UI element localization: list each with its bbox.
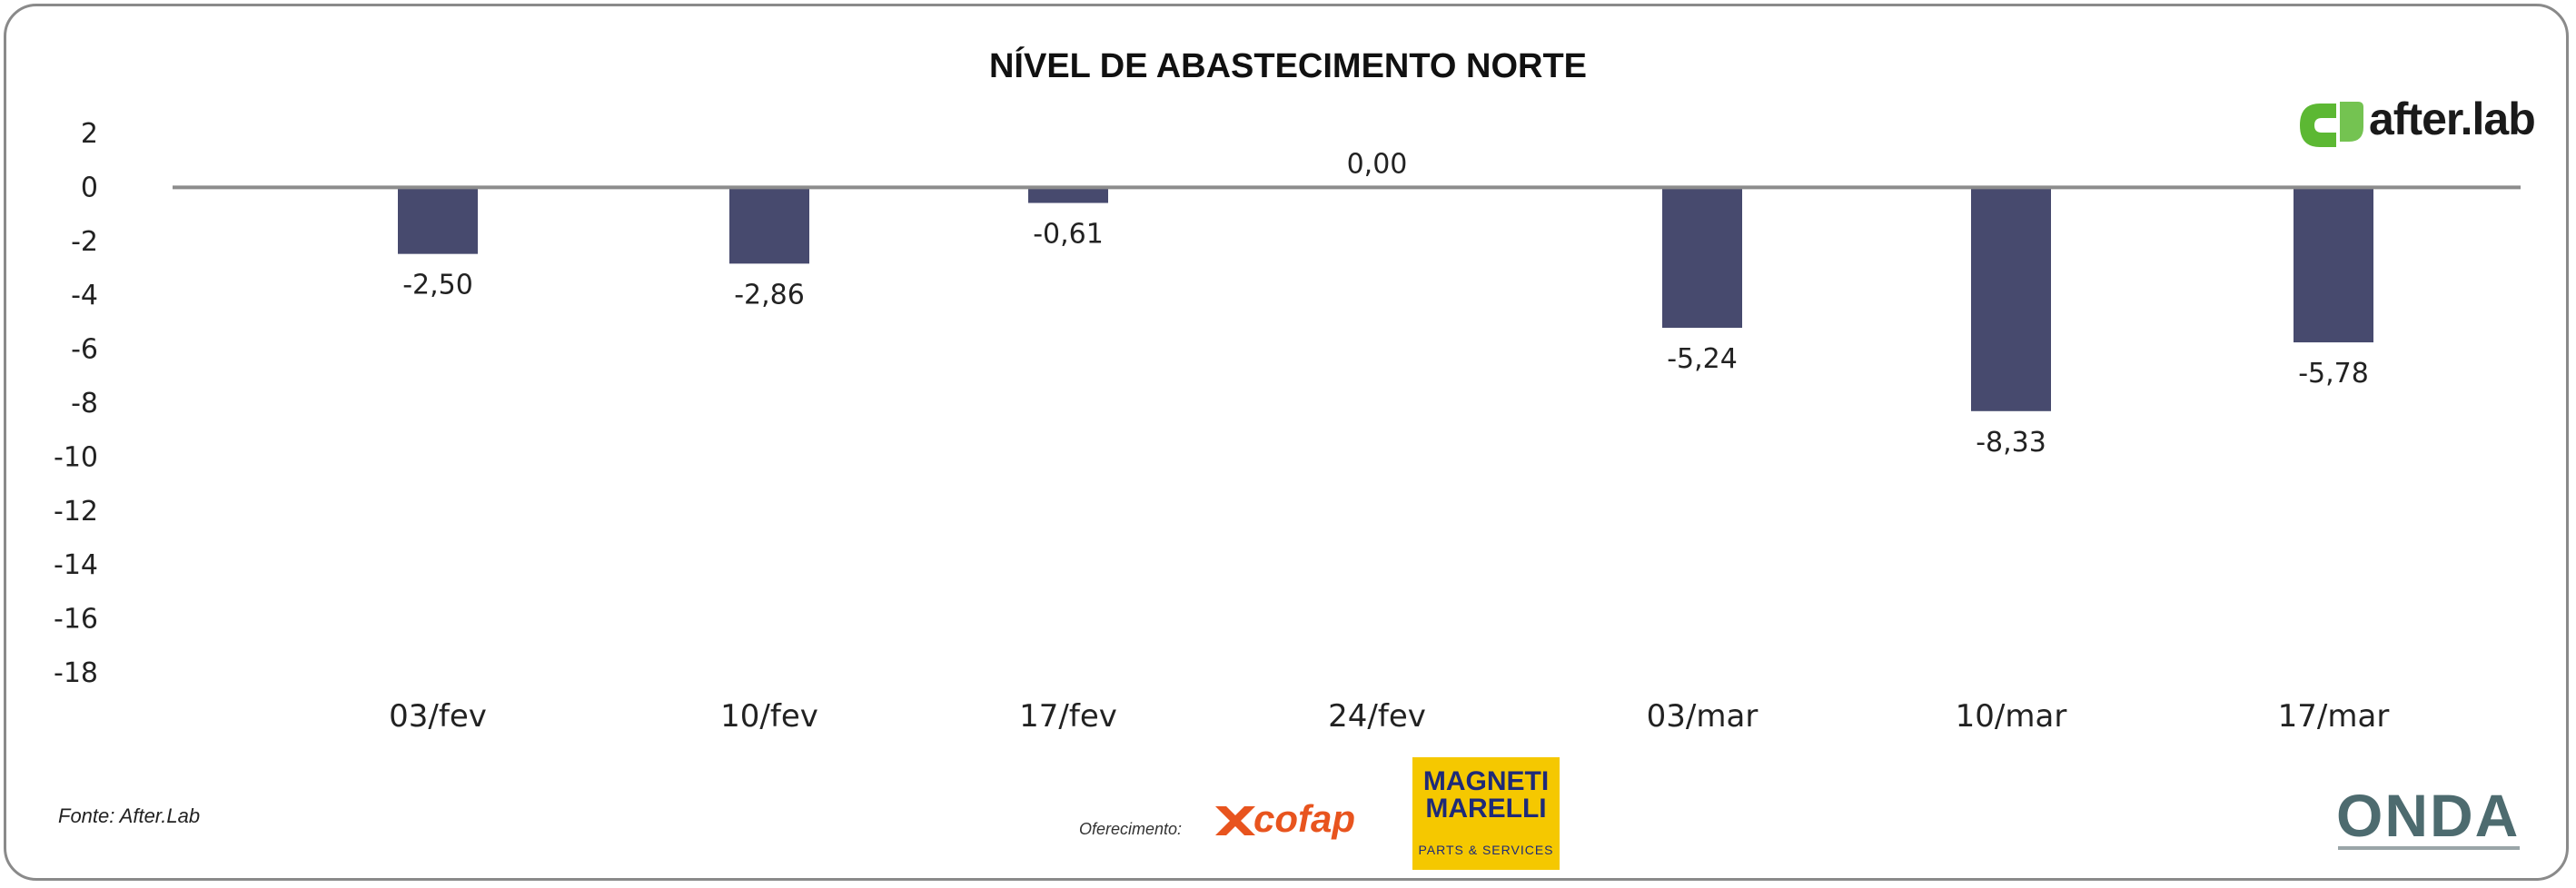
y-tick-label: 0 bbox=[81, 172, 98, 203]
y-tick-label: -14 bbox=[54, 549, 98, 581]
data-label: -2,86 bbox=[734, 279, 805, 311]
x-tick-label: 10/mar bbox=[1956, 698, 2067, 735]
x-tick-label: 03/fev bbox=[389, 698, 487, 735]
bar-03/fev bbox=[398, 187, 478, 254]
chart-frame bbox=[4, 4, 2569, 881]
y-tick-label: -18 bbox=[54, 657, 98, 689]
bar-17/mar bbox=[2294, 187, 2373, 343]
x-tick-label: 10/fev bbox=[720, 698, 818, 735]
y-tick-label: -12 bbox=[54, 496, 98, 528]
y-tick-label: -16 bbox=[54, 604, 98, 636]
x-tick-label: 17/mar bbox=[2278, 698, 2390, 735]
magneti-marelli-logo bbox=[1412, 757, 1560, 870]
sponsor-label: Oferecimento: bbox=[1079, 820, 1183, 838]
data-label: 0,00 bbox=[1347, 148, 1408, 180]
y-tick-label: -10 bbox=[54, 441, 98, 473]
x-tick-label: 24/fev bbox=[1328, 698, 1426, 735]
onda-logo-tagline-bar bbox=[2338, 846, 2520, 850]
data-label: -0,61 bbox=[1033, 219, 1104, 251]
cofap-logo-icon bbox=[1215, 806, 1255, 835]
bar-10/mar bbox=[1971, 187, 2051, 411]
cofap-logo-text: cofap bbox=[1253, 797, 1356, 840]
y-tick-label: -6 bbox=[71, 334, 98, 366]
magneti-marelli-logo-text: MAGNETI MARELLI bbox=[1422, 766, 1550, 824]
x-tick-label: 17/fev bbox=[1019, 698, 1117, 735]
y-tick-label: -8 bbox=[71, 388, 98, 419]
data-label: -5,78 bbox=[2298, 358, 2369, 390]
bar-03/mar bbox=[1662, 187, 1742, 329]
bar-10/fev bbox=[729, 187, 809, 264]
after-lab-logo-text: after.lab bbox=[2369, 94, 2536, 144]
onda-logo-text: ONDA bbox=[2336, 782, 2521, 849]
bar-17/fev bbox=[1028, 187, 1108, 203]
data-label: -8,33 bbox=[1976, 427, 2046, 459]
y-tick-label: -4 bbox=[71, 280, 98, 311]
source-note: Fonte: After.Lab bbox=[58, 804, 201, 827]
data-label: -2,50 bbox=[402, 270, 473, 301]
after-lab-logo-icon bbox=[2300, 102, 2363, 147]
data-label: -5,24 bbox=[1667, 343, 1738, 375]
y-tick-label: -2 bbox=[71, 226, 98, 258]
magneti-marelli-logo-subtext: PARTS & SERVICES bbox=[1418, 843, 1554, 857]
chart-title: NÍVEL DE ABASTECIMENTO NORTE bbox=[988, 47, 1588, 85]
y-tick-label: 2 bbox=[81, 118, 98, 150]
x-tick-label: 03/mar bbox=[1647, 698, 1759, 735]
